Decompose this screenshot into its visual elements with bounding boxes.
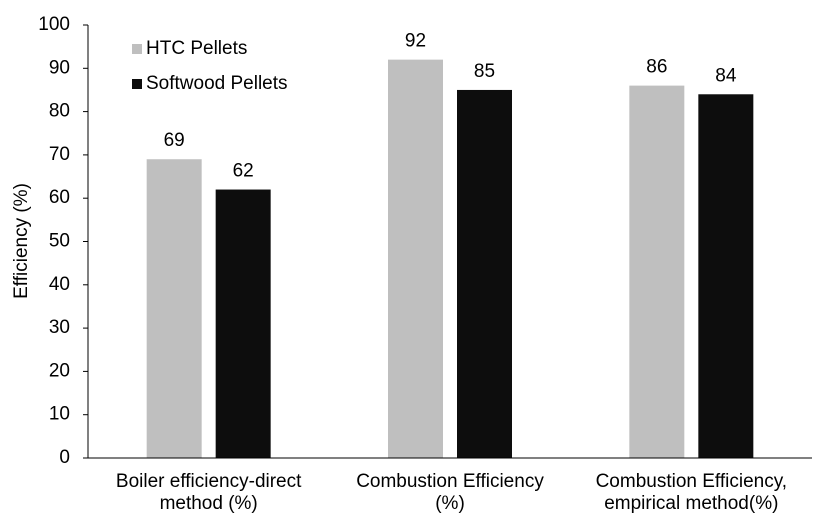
bar: [629, 85, 685, 459]
data-label: 69: [164, 130, 185, 151]
y-tick-label: 20: [49, 360, 70, 381]
bar: [388, 59, 443, 458]
bar: [215, 189, 271, 459]
x-tick-label: Combustion Efficiency (%): [356, 471, 544, 514]
bar: [457, 89, 512, 458]
y-tick-label: 50: [49, 231, 70, 252]
data-label: 84: [715, 65, 737, 86]
y-tick-label: 70: [49, 144, 70, 165]
data-label: 92: [405, 31, 426, 52]
y-axis-label: Efficiency (%): [11, 183, 32, 299]
legend-swatch: [132, 79, 142, 89]
y-tick-label: 30: [49, 317, 70, 338]
y-tick-label: 90: [49, 57, 70, 78]
data-label: 86: [646, 57, 667, 78]
x-tick-label: Boiler efficiency-direct method (%): [116, 471, 302, 514]
legend-swatch: [132, 44, 142, 54]
legend-label: Softwood Pellets: [146, 73, 288, 94]
y-tick-label: 40: [49, 274, 70, 295]
data-label: 62: [233, 161, 254, 182]
legend-label: HTC Pellets: [146, 38, 247, 59]
bar: [146, 159, 202, 459]
y-tick-label: 80: [49, 101, 70, 122]
y-tick-label: 10: [49, 404, 70, 425]
y-tick-label: 60: [49, 187, 70, 208]
x-tick-label: Combustion Efficiency, empirical method(%…: [596, 471, 788, 514]
data-label: 85: [474, 61, 495, 82]
bar: [698, 94, 754, 458]
y-tick-label: 0: [59, 447, 70, 468]
y-tick-label: 100: [38, 14, 70, 35]
